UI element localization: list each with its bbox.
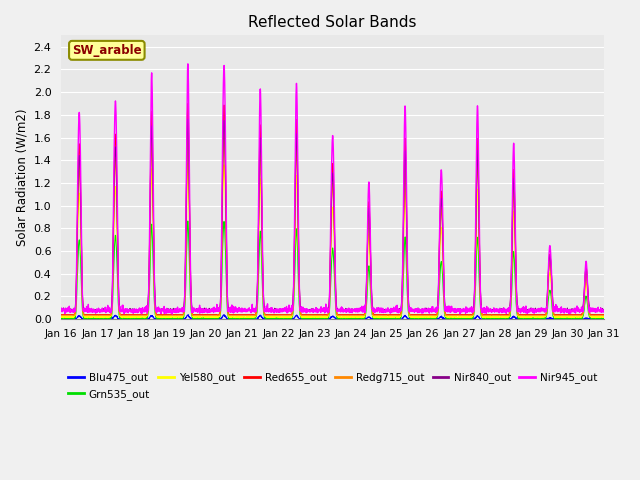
Title: Reflected Solar Bands: Reflected Solar Bands <box>248 15 417 30</box>
Y-axis label: Solar Radiation (W/m2): Solar Radiation (W/m2) <box>15 108 28 246</box>
Text: SW_arable: SW_arable <box>72 44 141 57</box>
Legend: Blu475_out, Grn535_out, Yel580_out, Red655_out, Redg715_out, Nir840_out, Nir945_: Blu475_out, Grn535_out, Yel580_out, Red6… <box>64 368 602 404</box>
